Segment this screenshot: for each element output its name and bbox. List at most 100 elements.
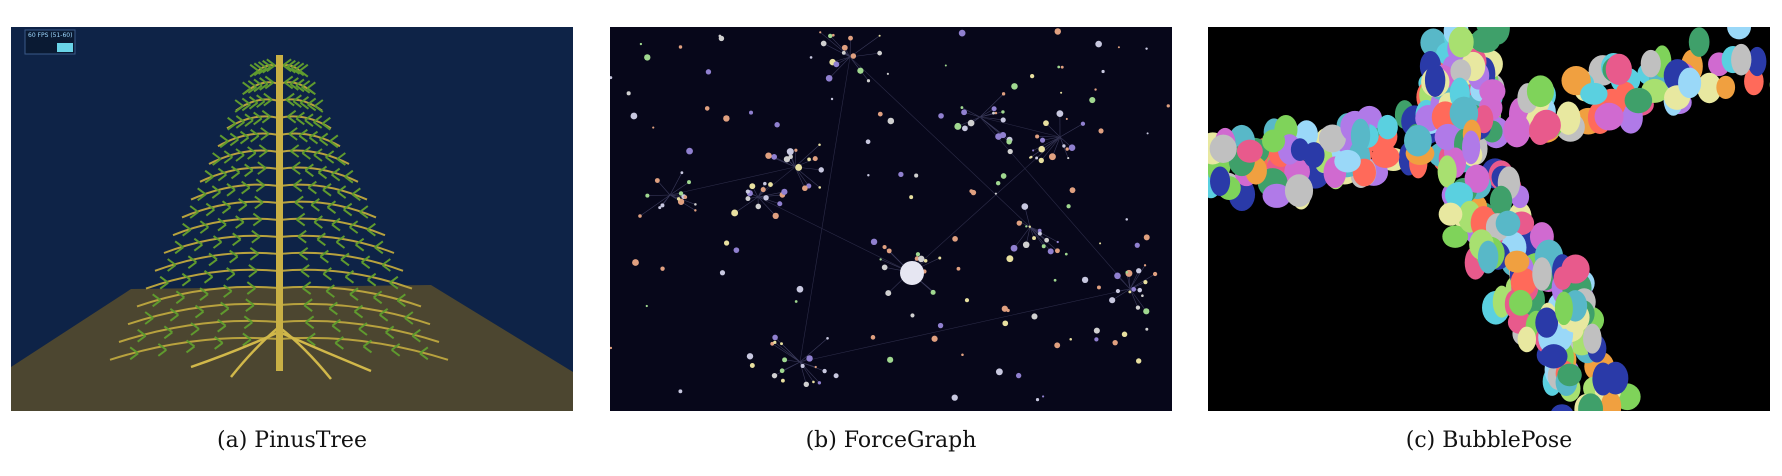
graph-node [807,157,811,162]
graph-node [770,341,775,346]
tree-needles [404,311,414,325]
graph-edge [823,43,851,58]
tree-needles [205,202,215,217]
graph-node [1094,337,1099,342]
tree-needles [286,59,296,74]
graph-node [794,148,798,152]
graph-node [1069,187,1076,194]
tree-needles [199,220,209,234]
tree-branch [278,336,449,361]
tree-needles [157,343,167,357]
graph-edge [830,35,851,58]
tree-needles [322,183,332,197]
graph-edge [794,166,806,189]
graph-node [1029,155,1033,159]
graph-node [828,33,833,39]
graph-node [956,266,961,271]
graph-node [660,203,665,208]
graph-node [654,178,660,183]
graph-node [1006,138,1012,145]
graph-node [1062,144,1066,148]
tree-needles [253,78,263,93]
bubble [1578,393,1603,411]
graph-node [1047,248,1054,255]
graph-node [795,164,803,171]
tree-needles [144,311,154,325]
graph-node [719,270,726,276]
bubble [1517,326,1537,353]
graph-node [1125,218,1128,221]
tree-needles [331,167,341,182]
bubble [1553,266,1572,290]
graph-node [961,109,968,116]
tree-needles [226,267,236,281]
graph-node [866,79,871,83]
graph-node [746,353,754,360]
graph-node [1143,264,1147,267]
graph-node [1141,294,1144,298]
bubble [1495,210,1521,237]
bubble [1508,289,1533,316]
graph-node [886,72,889,75]
graph-node [915,252,921,257]
graph-edge [1129,265,1146,290]
graph-node [877,50,883,56]
graph-node [774,122,780,128]
graph-node [833,373,839,379]
graph-node [995,368,1003,376]
tree-needles [373,290,383,305]
graph-node [1152,271,1158,277]
graph-node [745,196,751,202]
graph-edge [757,166,796,198]
graph-node [1137,287,1143,293]
bubble [1526,75,1555,108]
graph-node [879,258,882,261]
tree-needles [294,195,304,210]
tree-needles [292,94,302,108]
graph-edge [784,359,801,363]
graph-node [1007,148,1013,155]
graph-node [825,74,833,82]
tree-needles [234,99,244,113]
graph-node [867,174,870,177]
bubble [1462,130,1481,165]
graph-edge [799,56,851,363]
graph-node [812,380,815,384]
graph-edge [909,136,1061,273]
graph-node [1128,290,1132,294]
tree-needles [217,318,227,333]
tree-needles [185,339,196,354]
graph-node [772,212,779,220]
tree-needles [319,249,329,264]
graph-node [676,197,681,201]
graph-node [1055,248,1060,254]
tree-branch [163,234,280,254]
tree-needles [257,61,268,75]
graph-node [768,182,773,187]
tree-needles [290,144,300,158]
tree-needles [221,200,232,214]
graph-node [1035,156,1039,160]
tree-needles [159,275,169,290]
tree-needles [295,62,305,77]
tree-needles [211,185,221,199]
graph-edge [757,196,780,205]
graph-node [831,33,835,37]
tree-branch [172,217,280,237]
graph-node [1028,225,1032,228]
graph-edge [799,288,1131,363]
tree-needles [214,336,224,350]
tree-needles [314,99,324,113]
graph-node [745,189,750,194]
graph-node [885,290,892,297]
graph-node [1010,244,1018,252]
graph-edge [849,38,851,58]
graph-edge [757,196,776,217]
graph-edge [647,194,671,196]
graph-node [962,125,968,132]
graph-edge [1129,270,1139,290]
graph-node [1025,225,1028,228]
graph-node [1041,244,1046,249]
tree-needles [203,270,214,284]
tree-needles [389,275,399,290]
